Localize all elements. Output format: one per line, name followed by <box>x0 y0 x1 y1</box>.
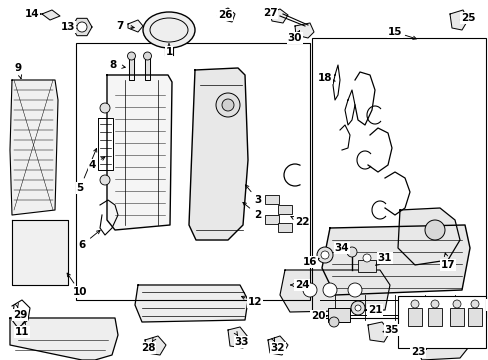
Polygon shape <box>415 334 467 360</box>
Text: 21: 21 <box>367 305 382 315</box>
Circle shape <box>100 175 110 185</box>
Polygon shape <box>321 225 469 295</box>
Circle shape <box>430 300 438 308</box>
Polygon shape <box>397 208 459 265</box>
Circle shape <box>222 99 234 111</box>
Bar <box>407 308 421 326</box>
Text: 30: 30 <box>287 33 302 43</box>
Text: 26: 26 <box>217 10 232 20</box>
Polygon shape <box>145 58 150 80</box>
Bar <box>76 43 309 300</box>
Circle shape <box>77 22 87 32</box>
Text: 7: 7 <box>116 21 123 31</box>
Circle shape <box>216 93 240 117</box>
Polygon shape <box>72 18 92 36</box>
Circle shape <box>470 300 478 308</box>
Text: 17: 17 <box>440 260 454 270</box>
Text: 12: 12 <box>247 297 262 307</box>
Bar <box>357 260 375 272</box>
Bar <box>278 223 291 232</box>
Polygon shape <box>189 68 247 240</box>
Text: 6: 6 <box>78 240 85 250</box>
Text: 11: 11 <box>15 327 29 337</box>
Circle shape <box>316 247 332 263</box>
Circle shape <box>354 305 360 311</box>
Bar <box>327 308 349 322</box>
Polygon shape <box>367 322 389 342</box>
Polygon shape <box>220 8 235 22</box>
Text: 15: 15 <box>387 27 402 37</box>
Polygon shape <box>10 80 58 215</box>
Circle shape <box>452 300 460 308</box>
Text: 28: 28 <box>141 343 155 353</box>
Text: 25: 25 <box>460 13 474 23</box>
Text: 24: 24 <box>294 280 309 290</box>
Circle shape <box>328 317 338 327</box>
Text: 8: 8 <box>109 60 116 70</box>
Polygon shape <box>12 220 68 285</box>
Polygon shape <box>107 75 172 230</box>
Text: 22: 22 <box>294 217 308 227</box>
Polygon shape <box>129 58 134 80</box>
Text: 29: 29 <box>13 310 27 320</box>
Polygon shape <box>227 327 247 348</box>
Text: 3: 3 <box>254 195 261 205</box>
Text: 23: 23 <box>410 347 425 357</box>
Circle shape <box>127 52 135 60</box>
Text: 14: 14 <box>24 9 39 19</box>
Circle shape <box>346 247 356 257</box>
Bar <box>264 195 279 204</box>
Text: 34: 34 <box>334 243 348 253</box>
Text: 4: 4 <box>88 160 96 170</box>
Text: 27: 27 <box>262 8 277 18</box>
Polygon shape <box>294 23 313 38</box>
Bar <box>311 38 485 318</box>
Circle shape <box>410 300 418 308</box>
Ellipse shape <box>142 12 195 48</box>
Bar <box>449 308 463 326</box>
Text: 1: 1 <box>165 47 172 57</box>
Text: 9: 9 <box>15 63 21 73</box>
Polygon shape <box>267 336 287 355</box>
Polygon shape <box>449 10 467 30</box>
Bar <box>427 308 441 326</box>
Bar <box>264 215 279 224</box>
Bar <box>278 205 291 214</box>
Text: 16: 16 <box>302 257 317 267</box>
Polygon shape <box>269 9 287 23</box>
Text: 31: 31 <box>377 253 391 263</box>
Text: 35: 35 <box>384 325 398 335</box>
Text: 32: 32 <box>270 343 285 353</box>
Circle shape <box>424 220 444 240</box>
Circle shape <box>320 251 328 259</box>
Circle shape <box>143 52 151 60</box>
Circle shape <box>323 283 336 297</box>
Text: 5: 5 <box>76 183 83 193</box>
Circle shape <box>350 301 364 315</box>
Bar <box>467 308 481 326</box>
Text: 19: 19 <box>486 300 488 310</box>
Text: 10: 10 <box>73 287 87 297</box>
Text: 33: 33 <box>234 337 249 347</box>
Polygon shape <box>42 10 60 20</box>
Text: 20: 20 <box>310 311 325 321</box>
Polygon shape <box>98 118 113 170</box>
Circle shape <box>347 283 361 297</box>
Circle shape <box>303 283 316 297</box>
Polygon shape <box>128 20 142 32</box>
Circle shape <box>100 103 110 113</box>
Circle shape <box>362 254 370 262</box>
Polygon shape <box>10 318 118 360</box>
Text: 18: 18 <box>317 73 331 83</box>
Polygon shape <box>135 285 247 322</box>
Polygon shape <box>280 270 389 312</box>
Bar <box>397 296 485 348</box>
Polygon shape <box>145 336 165 355</box>
Text: 13: 13 <box>61 22 75 32</box>
Text: 2: 2 <box>254 210 261 220</box>
